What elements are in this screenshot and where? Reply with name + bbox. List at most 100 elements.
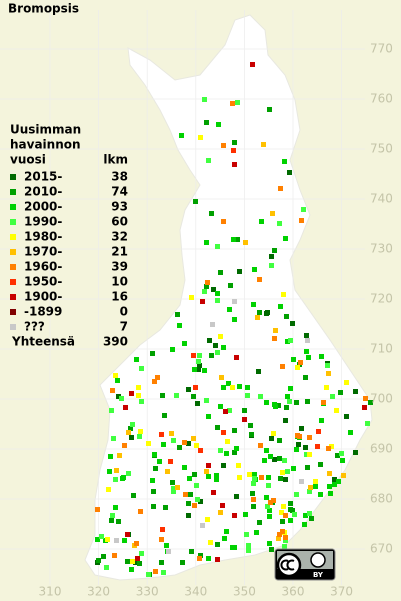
observation-square (110, 513, 115, 518)
observation-square (277, 221, 282, 226)
legend-count-heading: lkm (103, 153, 128, 167)
observation-square (152, 452, 157, 457)
y-tick-label: 740 (370, 192, 393, 206)
observation-square (218, 270, 223, 275)
observation-square (113, 505, 118, 510)
observation-square (329, 444, 334, 449)
observation-square (197, 353, 202, 358)
observation-square (236, 463, 241, 468)
observation-square (206, 474, 211, 479)
y-tick-label: 720 (370, 292, 393, 306)
observation-square (183, 492, 188, 497)
observation-square (162, 413, 167, 418)
observation-square (313, 484, 318, 489)
observation-square (110, 388, 115, 393)
observation-square (248, 423, 253, 428)
legend-label: 1990- (24, 215, 62, 229)
observation-square (235, 100, 240, 105)
observation-square (279, 510, 284, 515)
observation-square (277, 456, 282, 461)
observation-square (327, 471, 332, 476)
observation-square (280, 529, 285, 534)
observation-square (283, 513, 288, 518)
observation-square (234, 446, 239, 451)
observation-square (339, 451, 344, 456)
observation-square (197, 363, 202, 368)
observation-square (301, 207, 306, 212)
observation-square (136, 393, 141, 398)
observation-square (294, 492, 299, 497)
cc-letters (280, 559, 295, 571)
observation-square (210, 322, 215, 327)
observation-square (196, 359, 201, 364)
observation-square (137, 434, 142, 439)
observation-square (159, 560, 164, 565)
observation-square (363, 396, 368, 401)
observation-square (257, 310, 262, 315)
legend-count: 7 (120, 320, 128, 334)
observation-square (137, 561, 142, 566)
observation-square (273, 328, 278, 333)
observation-square (186, 513, 191, 518)
observation-square (204, 240, 209, 245)
legend-label: 1950- (24, 275, 62, 289)
observation-square (283, 535, 288, 540)
observation-square (291, 357, 296, 362)
observation-square (168, 459, 173, 464)
legend-swatch (10, 279, 16, 285)
observation-square (307, 435, 312, 440)
observation-square (139, 366, 144, 371)
observation-square (264, 495, 269, 500)
observation-square (129, 435, 134, 440)
observation-square (269, 254, 274, 259)
observation-square (206, 556, 211, 561)
observation-square (336, 479, 341, 484)
observation-square (205, 517, 210, 522)
y-tick-label: 700 (370, 392, 393, 406)
observation-square (251, 481, 256, 486)
legend-count: 39 (111, 260, 128, 274)
observation-square (125, 532, 130, 537)
observation-square (198, 553, 203, 558)
observation-square (269, 547, 274, 552)
license-badge: BY (274, 548, 336, 581)
observation-square (288, 338, 293, 343)
observation-square (115, 378, 120, 383)
observation-square (200, 523, 205, 528)
observation-square (316, 429, 321, 434)
y-tick-label: 710 (370, 342, 393, 356)
observation-square (198, 135, 203, 140)
license-label: BY (313, 571, 324, 579)
observation-square (272, 248, 277, 253)
observation-square (270, 211, 275, 216)
y-tick-label: 670 (370, 542, 393, 556)
observation-square (280, 364, 285, 369)
x-tick-label: 320 (87, 585, 110, 599)
observation-square (321, 400, 326, 405)
observation-square (146, 441, 151, 446)
legend-swatch (10, 264, 16, 270)
observation-square (264, 448, 269, 453)
observation-square (254, 530, 259, 535)
observation-square (271, 431, 276, 436)
observation-square (111, 436, 116, 441)
observation-square (122, 538, 127, 543)
observation-square (237, 269, 242, 274)
observation-square (280, 470, 285, 475)
observation-square (278, 476, 283, 481)
observation-square (139, 551, 144, 556)
observation-square (313, 479, 318, 484)
observation-square (280, 519, 285, 524)
observation-square (202, 289, 207, 294)
legend-swatch (10, 174, 16, 180)
observation-square (245, 385, 250, 390)
observation-square (205, 280, 210, 285)
observation-square (159, 537, 164, 542)
observation-square (257, 277, 262, 282)
observation-square (272, 336, 277, 341)
legend-label: 1900- (24, 290, 62, 304)
observation-square (232, 450, 237, 455)
observation-square (215, 425, 220, 430)
legend-swatch (10, 234, 16, 240)
